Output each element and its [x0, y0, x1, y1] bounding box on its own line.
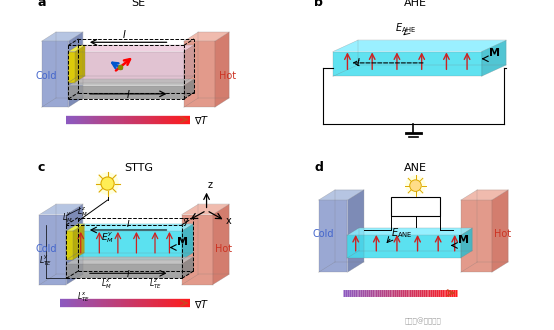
Text: c: c	[38, 161, 45, 174]
Polygon shape	[66, 257, 193, 264]
Polygon shape	[215, 32, 229, 107]
Polygon shape	[66, 231, 182, 260]
Polygon shape	[461, 228, 473, 258]
Polygon shape	[347, 190, 364, 272]
Text: z: z	[208, 180, 213, 190]
Text: Cold: Cold	[35, 244, 57, 254]
Polygon shape	[184, 32, 229, 41]
Polygon shape	[68, 45, 194, 51]
Text: $I$: $I$	[356, 56, 360, 68]
Polygon shape	[184, 41, 215, 107]
Circle shape	[96, 172, 119, 195]
Text: $L^x_M$: $L^x_M$	[101, 278, 112, 291]
Text: Hot: Hot	[219, 71, 236, 81]
Text: STTG: STTG	[124, 163, 153, 173]
Polygon shape	[182, 224, 193, 260]
Text: y: y	[183, 216, 188, 226]
Polygon shape	[42, 41, 68, 107]
Text: $L^z_{TE}$: $L^z_{TE}$	[149, 278, 162, 291]
Polygon shape	[333, 40, 506, 51]
Polygon shape	[182, 257, 193, 279]
Polygon shape	[75, 45, 85, 82]
Polygon shape	[319, 200, 347, 272]
Polygon shape	[184, 45, 194, 82]
Text: Hot: Hot	[215, 244, 232, 254]
Text: $L^y_M$: $L^y_M$	[62, 211, 73, 225]
Text: Hot: Hot	[494, 229, 511, 239]
Polygon shape	[68, 51, 184, 82]
Polygon shape	[68, 32, 83, 107]
Polygon shape	[66, 204, 83, 284]
Polygon shape	[39, 214, 66, 284]
Polygon shape	[66, 224, 193, 231]
Text: $E_\mathrm{AHE}$: $E_\mathrm{AHE}$	[395, 21, 417, 35]
Text: Cold: Cold	[35, 71, 57, 81]
Text: $E^y_M$: $E^y_M$	[101, 230, 114, 245]
Polygon shape	[347, 235, 461, 258]
Text: d: d	[315, 161, 324, 174]
Polygon shape	[319, 190, 364, 200]
Text: $I$: $I$	[122, 28, 126, 40]
Polygon shape	[66, 231, 73, 260]
Polygon shape	[39, 204, 83, 215]
Polygon shape	[333, 51, 481, 76]
Text: $\mathbf{M}$: $\mathbf{M}$	[176, 235, 188, 248]
Polygon shape	[492, 190, 509, 272]
Text: ANE: ANE	[404, 163, 427, 173]
Text: $\nabla T$: $\nabla T$	[194, 115, 209, 126]
Circle shape	[101, 177, 114, 190]
Text: a: a	[38, 0, 46, 9]
Text: $L^z_M$: $L^z_M$	[76, 206, 88, 219]
Polygon shape	[182, 214, 213, 284]
Polygon shape	[68, 79, 194, 85]
Polygon shape	[182, 204, 229, 215]
Text: $\mathbf{M}$: $\mathbf{M}$	[456, 233, 469, 246]
Polygon shape	[184, 79, 194, 99]
Text: 搜狐号@研之成理: 搜狐号@研之成理	[404, 318, 441, 325]
FancyBboxPatch shape	[391, 197, 440, 215]
Polygon shape	[42, 32, 83, 41]
Polygon shape	[461, 190, 509, 200]
Text: AHE: AHE	[404, 0, 427, 8]
Text: $\nabla T$: $\nabla T$	[194, 298, 209, 310]
Polygon shape	[73, 224, 84, 260]
Polygon shape	[213, 204, 229, 284]
Text: Cold: Cold	[312, 229, 334, 239]
Polygon shape	[347, 228, 473, 235]
Text: $I$: $I$	[126, 88, 131, 100]
Text: $I$: $I$	[126, 218, 130, 229]
Polygon shape	[461, 200, 492, 272]
Text: $L^x_{TE}$: $L^x_{TE}$	[76, 290, 90, 304]
Polygon shape	[66, 264, 182, 279]
Polygon shape	[66, 224, 84, 231]
Text: b: b	[315, 0, 324, 9]
Polygon shape	[68, 85, 184, 99]
Polygon shape	[68, 51, 75, 82]
Text: $L^y_{TE}$: $L^y_{TE}$	[39, 254, 53, 269]
Circle shape	[405, 175, 426, 196]
Text: x: x	[226, 216, 232, 226]
Circle shape	[410, 180, 421, 191]
Text: $I$: $I$	[126, 268, 130, 280]
Polygon shape	[481, 40, 506, 76]
Text: SE: SE	[131, 0, 146, 8]
Text: $\mathbf{M}$: $\mathbf{M}$	[488, 46, 500, 58]
Text: $E_\mathrm{ANE}$: $E_\mathrm{ANE}$	[391, 226, 412, 240]
Polygon shape	[68, 45, 85, 51]
